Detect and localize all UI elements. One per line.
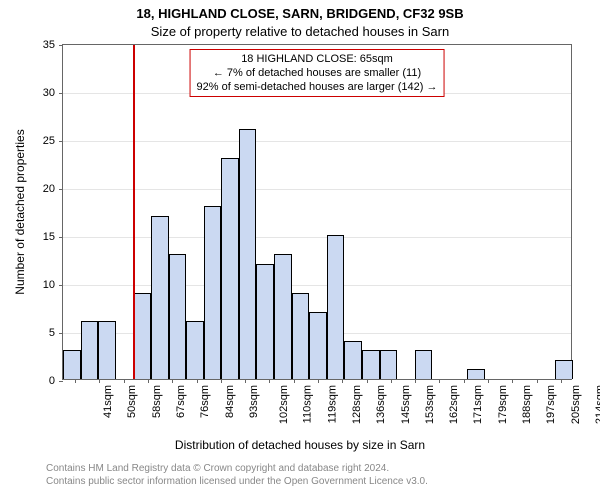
x-tick-label: 205sqm xyxy=(570,385,582,424)
bar xyxy=(292,293,310,379)
y-tick-mark xyxy=(59,381,63,382)
x-tick-mark xyxy=(488,379,489,383)
credit-line: Contains public sector information licen… xyxy=(46,475,600,488)
x-tick-mark xyxy=(99,379,100,383)
x-tick-label: 214sqm xyxy=(594,385,600,424)
annotation-line: ← 7% of detached houses are smaller (11) xyxy=(197,66,438,80)
annotation-line: 92% of semi-detached houses are larger (… xyxy=(197,80,438,94)
credits-block: Contains HM Land Registry data © Crown c… xyxy=(0,462,600,488)
y-tick-mark xyxy=(59,45,63,46)
x-tick-label: 162sqm xyxy=(448,385,460,424)
credit-line: Contains HM Land Registry data © Crown c… xyxy=(46,462,600,475)
bar xyxy=(133,293,151,379)
x-tick-label: 197sqm xyxy=(545,385,557,424)
bar xyxy=(239,129,257,379)
x-tick-mark xyxy=(148,379,149,383)
x-tick-mark xyxy=(391,379,392,383)
x-axis-label: Distribution of detached houses by size … xyxy=(0,438,600,452)
chart-subtitle: Size of property relative to detached ho… xyxy=(0,24,600,39)
x-tick-mark xyxy=(512,379,513,383)
gridline xyxy=(63,189,571,190)
x-tick-mark xyxy=(537,379,538,383)
bar xyxy=(380,350,398,379)
x-tick-mark xyxy=(342,379,343,383)
bar xyxy=(274,254,292,379)
y-tick-mark xyxy=(59,189,63,190)
x-tick-label: 102sqm xyxy=(278,385,290,424)
x-tick-mark xyxy=(439,379,440,383)
annotation-line: 18 HIGHLAND CLOSE: 65sqm xyxy=(197,52,438,66)
bar xyxy=(204,206,222,379)
bar xyxy=(186,321,204,379)
chart-title: 18, HIGHLAND CLOSE, SARN, BRIDGEND, CF32… xyxy=(0,6,600,21)
x-tick-mark xyxy=(415,379,416,383)
y-tick-mark xyxy=(59,141,63,142)
x-tick-label: 76sqm xyxy=(199,385,211,418)
y-tick-mark xyxy=(59,333,63,334)
x-tick-mark xyxy=(464,379,465,383)
x-tick-mark xyxy=(75,379,76,383)
x-tick-label: 58sqm xyxy=(151,385,163,418)
reference-line xyxy=(133,45,135,379)
x-tick-label: 188sqm xyxy=(521,385,533,424)
bar xyxy=(309,312,327,379)
gridline xyxy=(63,237,571,238)
x-tick-mark xyxy=(561,379,562,383)
x-tick-label: 171sqm xyxy=(473,385,485,424)
bar xyxy=(81,321,99,379)
x-tick-label: 153sqm xyxy=(424,385,436,424)
x-tick-mark xyxy=(197,379,198,383)
x-tick-mark xyxy=(245,379,246,383)
plot-area: 0510152025303541sqm50sqm58sqm67sqm76sqm8… xyxy=(62,44,572,380)
x-tick-mark xyxy=(367,379,368,383)
x-tick-mark xyxy=(294,379,295,383)
bar xyxy=(344,341,362,379)
x-tick-mark xyxy=(269,379,270,383)
x-tick-label: 41sqm xyxy=(102,385,114,418)
x-tick-label: 119sqm xyxy=(326,385,338,423)
x-tick-label: 50sqm xyxy=(126,385,138,418)
x-tick-label: 145sqm xyxy=(400,385,412,424)
y-axis-label: Number of detached properties xyxy=(13,129,27,294)
bar xyxy=(169,254,187,379)
bar xyxy=(98,321,116,379)
annotation-box: 18 HIGHLAND CLOSE: 65sqm← 7% of detached… xyxy=(190,49,445,97)
bar xyxy=(555,360,573,379)
x-tick-label: 67sqm xyxy=(175,385,187,418)
bar xyxy=(415,350,433,379)
bar xyxy=(362,350,380,379)
x-tick-label: 136sqm xyxy=(375,385,387,424)
x-tick-mark xyxy=(318,379,319,383)
y-tick-mark xyxy=(59,285,63,286)
chart-container: { "title": "18, HIGHLAND CLOSE, SARN, BR… xyxy=(0,0,600,500)
x-tick-mark xyxy=(172,379,173,383)
bar xyxy=(467,369,485,379)
x-tick-mark xyxy=(124,379,125,383)
x-tick-label: 93sqm xyxy=(248,385,260,418)
x-tick-label: 84sqm xyxy=(224,385,236,418)
bar xyxy=(63,350,81,379)
bar xyxy=(221,158,239,379)
gridline xyxy=(63,285,571,286)
x-tick-label: 110sqm xyxy=(302,385,314,423)
bar xyxy=(327,235,345,379)
x-tick-label: 179sqm xyxy=(497,385,509,424)
gridline xyxy=(63,141,571,142)
x-tick-mark xyxy=(221,379,222,383)
bar xyxy=(151,216,169,379)
bar xyxy=(256,264,274,379)
x-tick-label: 128sqm xyxy=(351,385,363,424)
y-tick-mark xyxy=(59,93,63,94)
y-tick-mark xyxy=(59,237,63,238)
